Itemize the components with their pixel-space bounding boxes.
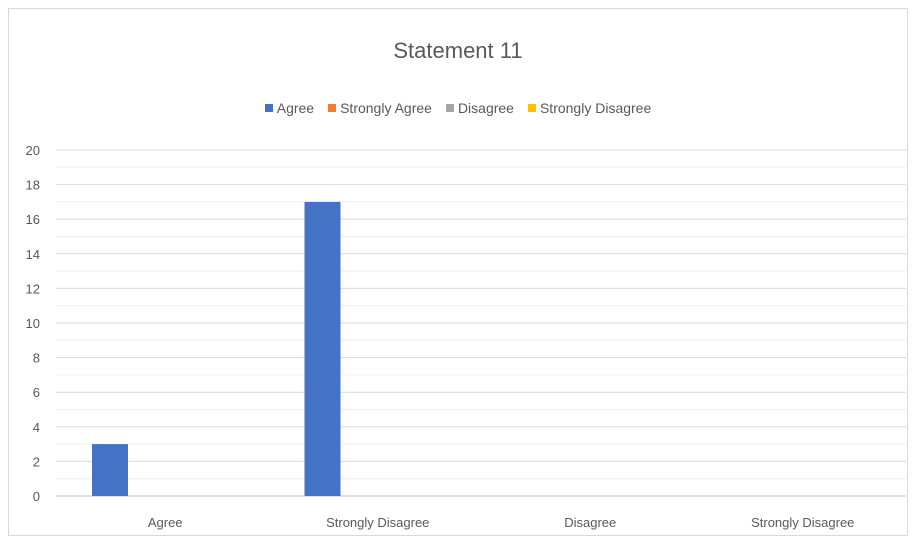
- y-tick-label: 16: [26, 212, 40, 227]
- y-tick-label: 20: [26, 143, 40, 158]
- y-tick-label: 10: [26, 316, 40, 331]
- y-tick-label: 14: [26, 247, 40, 262]
- y-tick-label: 4: [33, 420, 40, 435]
- y-tick-label: 6: [33, 385, 40, 400]
- bar: [305, 202, 341, 496]
- y-tick-label: 2: [33, 454, 40, 469]
- y-tick-label: 0: [33, 489, 40, 504]
- y-tick-label: 8: [33, 351, 40, 366]
- y-tick-label: 12: [26, 281, 40, 296]
- x-category-label: Disagree: [564, 515, 616, 530]
- x-category-label: Strongly Disagree: [751, 515, 854, 530]
- y-tick-label: 18: [26, 178, 40, 193]
- x-category-label: Agree: [148, 515, 183, 530]
- x-category-label: Strongly Disagree: [326, 515, 429, 530]
- bar: [92, 444, 128, 496]
